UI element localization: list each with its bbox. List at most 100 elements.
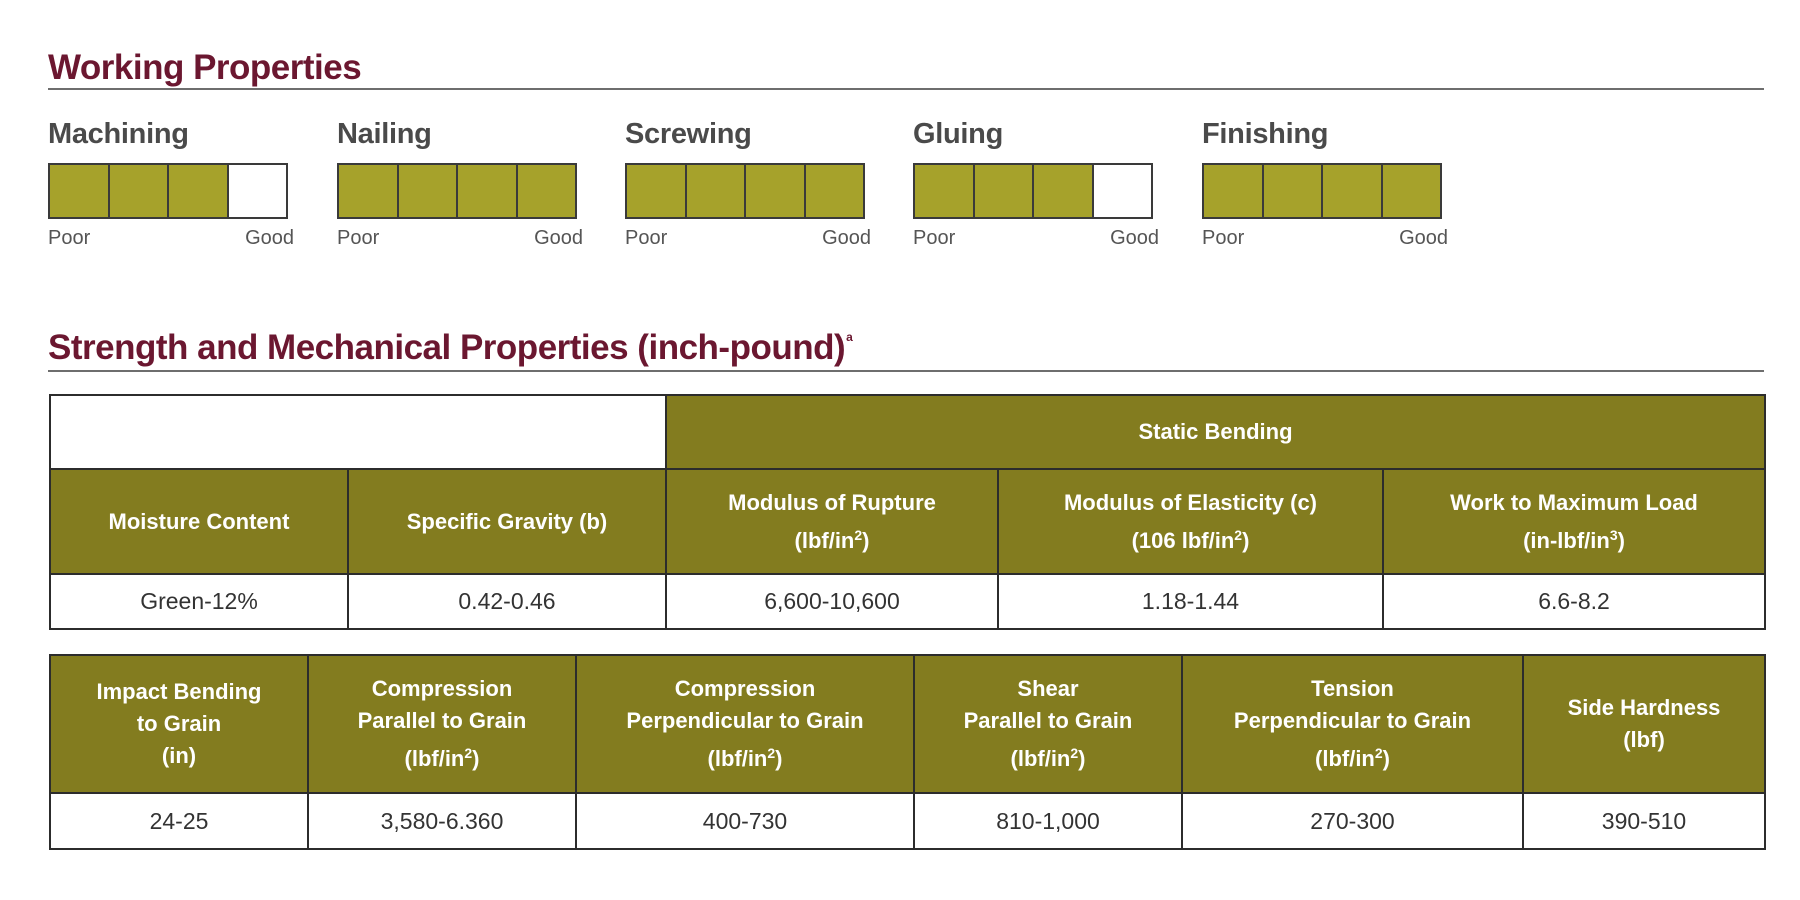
rating-label: Machining (48, 118, 189, 150)
rating-box-filled (517, 165, 575, 217)
scale-low-label: Poor (1202, 227, 1245, 249)
column-header: Moisture Content (49, 468, 349, 575)
column-header: Impact Bending to Grain (in) (49, 654, 309, 794)
header-line: Impact Bending (96, 679, 262, 704)
strength-properties-table: Impact Bending to Grain (in) Compression Par… (49, 654, 1766, 850)
scale-low-label: Poor (625, 227, 668, 249)
header-line: Perpendicular to Grain (1233, 708, 1472, 733)
table-cell: 24-25 (49, 792, 309, 850)
working-properties-title: Working Properties (48, 48, 362, 87)
rating-box-filled (109, 165, 169, 217)
rating-scale: Poor Good (337, 227, 583, 250)
rating-box-filled (805, 165, 863, 217)
rating-label: Nailing (337, 118, 432, 150)
rating-box-filled (458, 165, 518, 217)
header-line: Work to Maximum Load (1450, 489, 1698, 515)
rating-scale: Poor Good (48, 227, 294, 250)
rating-box-filled (627, 165, 687, 217)
table-cell: 6,600-10,600 (665, 573, 999, 630)
rating-bar (913, 163, 1153, 219)
rating-box-empty (228, 165, 286, 217)
header-line: (lbf/in2) (1010, 745, 1086, 771)
header-line: Side Hardness (1567, 695, 1721, 720)
rating-gluing: Gluing Poor Good (913, 118, 1159, 250)
rating-bar (1202, 163, 1442, 219)
rating-box-empty (1093, 165, 1151, 217)
scale-high-label: Good (1110, 227, 1159, 249)
column-header: Shear Parallel to Grain (lbf/in2) (913, 654, 1183, 794)
rating-bar (625, 163, 865, 219)
rating-label: Gluing (913, 118, 1004, 150)
header-line: Moisture Content (108, 508, 290, 534)
table-cell: 6.6-8.2 (1381, 573, 1767, 630)
rating-box-filled (1034, 165, 1094, 217)
rating-box-filled (339, 165, 399, 217)
rating-box-filled (169, 165, 229, 217)
rating-scale: Poor Good (1202, 227, 1448, 250)
scale-low-label: Poor (48, 227, 91, 249)
scale-low-label: Poor (913, 227, 956, 249)
rating-box-filled (974, 165, 1034, 217)
footnote-marker: a (846, 330, 853, 344)
header-line: Parallel to Grain (963, 708, 1133, 733)
strength-properties-title: Strength and Mechanical Properties (inch… (48, 328, 853, 367)
header-line: (lbf/in2) (794, 526, 870, 553)
header-line: Parallel to Grain (357, 708, 527, 733)
rating-box-filled (1382, 165, 1440, 217)
static-bending-table: Static Bending Moisture Content Specific … (49, 394, 1767, 630)
scale-high-label: Good (245, 227, 294, 249)
column-header: Compression Perpendicular to Grain (lbf/in… (575, 654, 915, 794)
header-line: Modulus of Rupture (728, 489, 936, 515)
column-header: Tension Perpendicular to Grain (lbf/in2) (1181, 654, 1524, 794)
rating-machining: Machining Poor Good (48, 118, 294, 250)
scale-low-label: Poor (337, 227, 380, 249)
header-line: Shear (1017, 676, 1079, 701)
rating-bar (48, 163, 288, 219)
rating-label: Screwing (625, 118, 752, 150)
table-cell: 270-300 (1181, 792, 1524, 850)
rating-finishing: Finishing Poor Good (1202, 118, 1448, 250)
column-header: Modulus of Elasticity (c) (106 lbf/in2) (997, 468, 1384, 575)
table-cell: 3,580-6.360 (307, 792, 577, 850)
table-cell: Green-12% (49, 573, 349, 630)
header-line: (in) (161, 743, 197, 768)
header-line: (lbf/in2) (707, 745, 783, 771)
table-cell: 390-510 (1522, 792, 1766, 850)
table-cell: 810-1,000 (913, 792, 1183, 850)
section-divider (48, 370, 1764, 372)
table-cell: 1.18-1.44 (997, 573, 1384, 630)
scale-high-label: Good (822, 227, 871, 249)
table-cell: 400-730 (575, 792, 915, 850)
column-header: Modulus of Rupture (lbf/in2) (665, 468, 999, 575)
column-header: Work to Maximum Load (in-lbf/in3) (1381, 468, 1767, 575)
rating-scale: Poor Good (625, 227, 871, 250)
header-line: Compression (674, 676, 816, 701)
section-divider (48, 88, 1764, 90)
rating-scale: Poor Good (913, 227, 1159, 250)
header-line: (in-lbf/in3) (1523, 526, 1625, 553)
rating-box-filled (686, 165, 746, 217)
header-line: Compression (371, 676, 513, 701)
header-line: (lbf/in2) (404, 745, 480, 771)
rating-box-filled (746, 165, 806, 217)
column-header: Compression Parallel to Grain (lbf/in2) (307, 654, 577, 794)
scale-high-label: Good (534, 227, 583, 249)
empty-header-cell (49, 394, 667, 470)
rating-box-filled (1323, 165, 1383, 217)
static-bending-group-header: Static Bending (664, 394, 1767, 470)
header-line: Modulus of Elasticity (c) (1063, 489, 1318, 515)
rating-box-filled (915, 165, 975, 217)
rating-box-filled (1263, 165, 1323, 217)
header-line: to Grain (136, 711, 222, 736)
rating-label: Finishing (1202, 118, 1329, 150)
scale-high-label: Good (1399, 227, 1448, 249)
header-line: (lbf) (1623, 727, 1665, 752)
header-line: Perpendicular to Grain (626, 708, 864, 733)
column-header: Specific Gravity (b) (347, 468, 667, 575)
rating-box-filled (398, 165, 458, 217)
rating-box-filled (50, 165, 110, 217)
rating-screwing: Screwing Poor Good (625, 118, 871, 250)
table-cell: 0.42-0.46 (347, 573, 667, 630)
rating-bar (337, 163, 577, 219)
rating-box-filled (1204, 165, 1264, 217)
